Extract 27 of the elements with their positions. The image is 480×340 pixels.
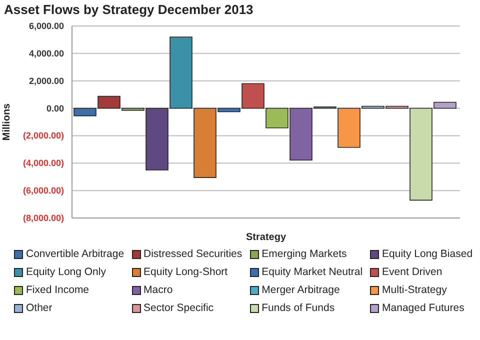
chart-title: Asset Flows by Strategy December 2013: [4, 2, 254, 17]
legend-label: Fixed Income: [25, 284, 90, 296]
legend-label: Merger Arbitrage: [260, 284, 341, 296]
x-axis-title: Strategy: [246, 232, 286, 243]
y-axis-title: Millions: [2, 102, 13, 141]
legend-label: Funds of Funds: [260, 302, 336, 314]
legend-label: Distressed Securities: [142, 248, 244, 260]
legend-label: Macro: [142, 284, 174, 296]
legend-label: Other: [25, 302, 54, 314]
y-tick-label: 2,000.00: [28, 76, 64, 86]
legend-label: Multi-Strategy: [381, 284, 448, 296]
legend-label: Equity Long Biased: [381, 248, 474, 260]
legend-label: Equity Market Neutral: [260, 266, 364, 278]
y-tick-label: (6,000.00): [22, 186, 64, 196]
y-tick-label: 0.00: [46, 103, 64, 114]
legend-label: Equity Long Only: [25, 266, 107, 278]
legend-label: Emerging Markets: [260, 248, 348, 260]
legend-label: Sector Specific: [142, 302, 215, 314]
legend-label: Event Driven: [381, 266, 444, 278]
y-tick-label: 4,000.00: [28, 48, 64, 58]
y-tick-label: (8,000.00): [22, 213, 64, 223]
y-tick-label: (4,000.00): [22, 158, 64, 168]
y-tick-label: 6,000.00: [28, 21, 64, 31]
legend-label: Convertible Arbitrage: [25, 248, 126, 260]
legend-label: Managed Futures: [381, 302, 466, 314]
legend-label: Equity Long-Short: [142, 266, 229, 278]
y-tick-label: (2,000.00): [22, 130, 64, 141]
